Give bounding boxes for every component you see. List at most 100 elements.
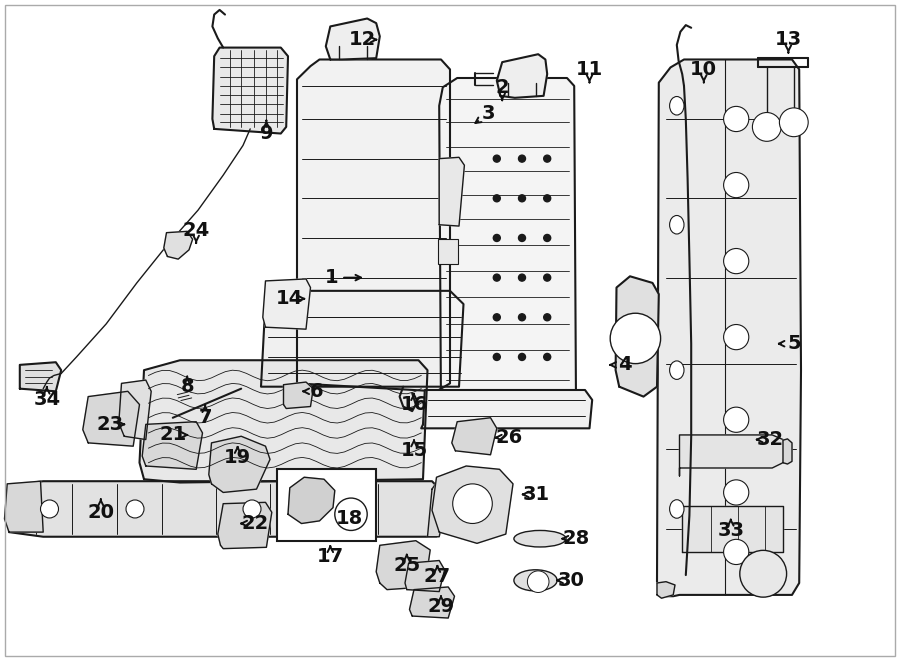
Polygon shape — [616, 276, 659, 397]
Polygon shape — [142, 422, 202, 469]
Polygon shape — [218, 502, 272, 549]
Circle shape — [724, 173, 749, 198]
Polygon shape — [376, 541, 430, 590]
Ellipse shape — [670, 215, 684, 234]
Ellipse shape — [670, 361, 684, 379]
Circle shape — [544, 155, 551, 162]
Circle shape — [518, 354, 526, 360]
Text: 14: 14 — [276, 290, 303, 308]
Text: 33: 33 — [717, 521, 744, 539]
Text: 1: 1 — [324, 268, 338, 287]
Circle shape — [126, 500, 144, 518]
Circle shape — [493, 274, 500, 281]
Polygon shape — [326, 19, 380, 59]
Polygon shape — [119, 380, 151, 440]
Text: 19: 19 — [224, 448, 251, 467]
Polygon shape — [4, 481, 43, 532]
Circle shape — [724, 249, 749, 274]
Text: 17: 17 — [317, 547, 344, 566]
Ellipse shape — [514, 570, 557, 591]
Circle shape — [544, 354, 551, 360]
Circle shape — [493, 195, 500, 202]
Text: 32: 32 — [757, 430, 784, 449]
Circle shape — [351, 500, 369, 518]
Polygon shape — [263, 279, 310, 329]
Text: 31: 31 — [523, 485, 550, 504]
Circle shape — [544, 235, 551, 241]
Circle shape — [724, 407, 749, 432]
Polygon shape — [452, 418, 497, 455]
Text: 13: 13 — [775, 30, 802, 49]
Text: 23: 23 — [96, 415, 123, 434]
Polygon shape — [284, 382, 313, 408]
Text: 20: 20 — [87, 503, 114, 522]
Text: 8: 8 — [180, 377, 194, 396]
Text: 22: 22 — [242, 514, 269, 533]
Polygon shape — [212, 48, 288, 134]
Text: 11: 11 — [576, 60, 603, 79]
Circle shape — [493, 155, 500, 162]
Text: 7: 7 — [199, 408, 212, 427]
Text: 30: 30 — [558, 571, 585, 590]
Circle shape — [779, 108, 808, 137]
Text: 29: 29 — [428, 598, 454, 616]
Polygon shape — [405, 561, 445, 592]
Ellipse shape — [514, 530, 566, 547]
Polygon shape — [657, 582, 675, 598]
Ellipse shape — [670, 97, 684, 115]
Text: 27: 27 — [424, 567, 451, 586]
Bar — [438, 239, 458, 264]
Text: 5: 5 — [787, 334, 801, 353]
Text: 21: 21 — [159, 426, 186, 444]
Circle shape — [544, 314, 551, 321]
Circle shape — [518, 195, 526, 202]
Circle shape — [724, 325, 749, 350]
Polygon shape — [783, 439, 792, 464]
Circle shape — [724, 480, 749, 505]
Circle shape — [518, 314, 526, 321]
Circle shape — [493, 314, 500, 321]
Polygon shape — [20, 362, 61, 391]
Bar — [277, 469, 376, 541]
Circle shape — [40, 500, 58, 518]
Polygon shape — [439, 157, 464, 226]
Text: 9: 9 — [259, 124, 274, 143]
Polygon shape — [421, 390, 592, 428]
Circle shape — [724, 106, 749, 132]
Polygon shape — [432, 466, 513, 543]
Polygon shape — [497, 54, 547, 98]
Circle shape — [518, 274, 526, 281]
Circle shape — [752, 112, 781, 141]
Polygon shape — [9, 481, 441, 537]
Circle shape — [610, 313, 661, 364]
Polygon shape — [410, 587, 454, 618]
Polygon shape — [209, 436, 270, 492]
Circle shape — [518, 235, 526, 241]
Text: 34: 34 — [33, 391, 60, 409]
Circle shape — [544, 195, 551, 202]
Text: 18: 18 — [336, 510, 363, 528]
Circle shape — [453, 484, 492, 524]
Polygon shape — [164, 231, 193, 259]
Polygon shape — [261, 291, 464, 387]
Polygon shape — [83, 391, 140, 446]
Polygon shape — [657, 59, 801, 596]
Circle shape — [544, 274, 551, 281]
Polygon shape — [140, 360, 427, 483]
Polygon shape — [288, 477, 335, 524]
Text: 10: 10 — [690, 60, 717, 79]
Circle shape — [493, 354, 500, 360]
Circle shape — [518, 155, 526, 162]
Text: 6: 6 — [310, 382, 324, 401]
Text: 12: 12 — [349, 30, 376, 49]
Ellipse shape — [670, 500, 684, 518]
Text: 2: 2 — [495, 78, 509, 97]
Circle shape — [335, 498, 367, 531]
Text: 24: 24 — [183, 221, 210, 239]
Text: 16: 16 — [400, 395, 428, 414]
Polygon shape — [680, 435, 785, 476]
Polygon shape — [297, 59, 450, 391]
Circle shape — [243, 500, 261, 518]
Text: 4: 4 — [617, 356, 632, 374]
Polygon shape — [682, 506, 783, 552]
